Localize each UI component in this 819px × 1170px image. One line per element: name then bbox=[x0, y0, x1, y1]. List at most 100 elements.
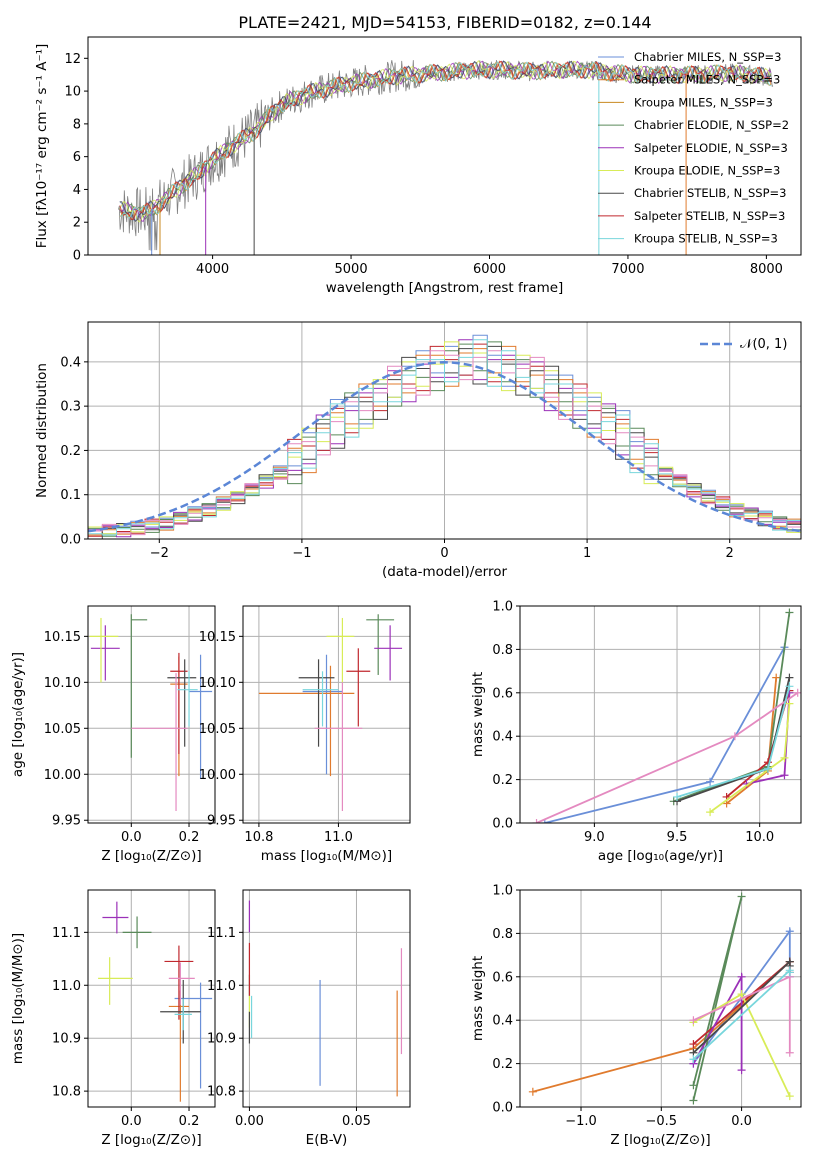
weight_vs_age-series-8-marker-0 bbox=[673, 792, 682, 801]
weight_vs_Z-xtick-label-2: 0.0 bbox=[731, 1114, 752, 1129]
mass_vs_Z-xtick-label-1: 0.2 bbox=[179, 1114, 200, 1129]
spectrum-legend-label-2: Kroupa MILES, N_SSP=3 bbox=[634, 95, 773, 109]
spectrum-legend-label-4: Salpeter ELODIE, N_SSP=3 bbox=[634, 141, 788, 155]
mass_vs_ebv-xtick-label-1: 0.05 bbox=[342, 1114, 371, 1129]
spectrum-ytick-label-1: 2 bbox=[73, 216, 81, 231]
mass_vs_Z-ytick-label-0: 10.8 bbox=[52, 1085, 81, 1100]
weight_vs_Z-plot-area bbox=[528, 892, 794, 1105]
residuals-ytick-label-0: 0.0 bbox=[60, 533, 81, 548]
weight_vs_age-series-7-marker-2 bbox=[793, 688, 801, 697]
weight_vs_Z-ytick-label-1: 0.2 bbox=[492, 1057, 513, 1072]
age_vs_Z-ylabel: age [log₁₀(age/yr)] bbox=[10, 652, 26, 777]
spectrum-plot-area bbox=[118, 59, 774, 255]
weight_vs_Z-xtick-label-0: −1.0 bbox=[565, 1114, 597, 1129]
weight_vs_Z-series-5-marker-2 bbox=[785, 1092, 794, 1101]
spectrum-legend-label-6: Chabrier STELIB, N_SSP=3 bbox=[634, 186, 786, 200]
weight_vs_age-series-8-marker-1 bbox=[763, 764, 772, 773]
weight_vs_Z-series-8-marker-2 bbox=[785, 968, 794, 977]
age_vs_mass-ytick-label-0: 9.95 bbox=[207, 814, 236, 829]
spectrum-ytick-label-0: 0 bbox=[73, 249, 81, 264]
age_vs_mass-xtick-label-1: 11.0 bbox=[324, 830, 353, 845]
residuals-normal-curve bbox=[88, 361, 801, 533]
residuals-xlabel: (data-model)/error bbox=[382, 564, 508, 580]
weight_vs_Z-series-2-marker-0 bbox=[689, 1096, 698, 1105]
residuals-histogram-7 bbox=[88, 350, 801, 536]
residuals-xtick-label-2: 0 bbox=[440, 546, 448, 561]
spectrum-legend-label-0: Chabrier MILES, N_SSP=3 bbox=[634, 50, 781, 64]
spectrum-xtick-label-2: 6000 bbox=[473, 262, 506, 277]
mass_vs_Z-xtick-label-0: 0.0 bbox=[121, 1114, 142, 1129]
weight_vs_Z-series-2-marker-2 bbox=[689, 1081, 698, 1090]
spectrum-series-line-5 bbox=[119, 60, 772, 223]
age_vs_Z-xtick-label-0: 0.0 bbox=[121, 830, 142, 845]
spectrum-legend-label-3: Chabrier ELODIE, N_SSP=2 bbox=[634, 118, 789, 132]
weight_vs_Z-ytick-label-3: 0.6 bbox=[492, 970, 513, 985]
weight_vs_age-series-1-marker-2 bbox=[772, 673, 781, 682]
age_vs_Z-ytick-label-2: 10.05 bbox=[44, 722, 81, 737]
weight_vs_age-plot-area bbox=[532, 608, 801, 823]
mass_vs_Z-plot-area bbox=[98, 901, 213, 1102]
weight_vs_age-ytick-label-1: 0.2 bbox=[492, 773, 513, 788]
weight_vs_age-series-5-marker-1 bbox=[780, 753, 789, 762]
weight_vs_Z-ylabel: mass weight bbox=[470, 956, 486, 1041]
residuals-plot-area bbox=[88, 334, 801, 539]
weight_vs_age-xtick-label-1: 9.5 bbox=[667, 830, 688, 845]
weight_vs_Z-xtick-label-1: −0.5 bbox=[646, 1114, 678, 1129]
weight_vs_age-series-7-marker-1 bbox=[730, 732, 739, 741]
spectrum-legend-label-8: Kroupa STELIB, N_SSP=3 bbox=[634, 232, 778, 246]
spectrum-ytick-label-6: 12 bbox=[64, 52, 81, 67]
mass_vs_ebv-ytick-label-0: 10.8 bbox=[207, 1085, 236, 1100]
spectrum-ytick-label-5: 10 bbox=[64, 85, 81, 100]
spectrum-xtick-label-0: 4000 bbox=[196, 262, 229, 277]
mass_vs_Z-frame bbox=[87, 889, 216, 1108]
residuals-legend-label: 𝒩(0, 1) bbox=[740, 337, 787, 352]
spectrum-legend-label-5: Kroupa ELODIE, N_SSP=3 bbox=[634, 164, 780, 178]
weight_vs_age-series-8-marker-2 bbox=[785, 682, 794, 691]
mass-vs-extinction-panel: 0.00 0.05 10.8 10.9 11.0 11.1 E(B-V) bbox=[207, 889, 411, 1148]
weight_vs_age-xlabel: age [log₁₀(age/yr)] bbox=[598, 848, 723, 864]
mass_vs_Z-xlabel: Z [log₁₀(Z/Z⊙)] bbox=[101, 1132, 201, 1148]
age-vs-mass-panel: 10.8 11.0 9.95 10.00 10.05 10.10 10.15 mass [lo… bbox=[199, 605, 411, 864]
weight_vs_Z-series-4-marker-2 bbox=[737, 1066, 746, 1075]
spectrum-series-line-7 bbox=[119, 60, 772, 220]
residuals-ytick-label-4: 0.4 bbox=[60, 355, 81, 370]
mass_vs_ebv-ytick-label-3: 11.1 bbox=[207, 926, 236, 941]
weight_vs_Z-series-5-marker-1 bbox=[737, 990, 746, 999]
age_vs_mass-ytick-label-2: 10.05 bbox=[199, 722, 236, 737]
mass_vs_ebv-xtick-label-0: 0.00 bbox=[235, 1114, 264, 1129]
figure-title: PLATE=2421, MJD=54153, FIBERID=0182, z=0… bbox=[238, 13, 651, 32]
mass_vs_Z-ytick-label-3: 11.1 bbox=[52, 926, 81, 941]
spectrum-frame bbox=[87, 36, 802, 256]
age_vs_mass-xlabel: mass [log₁₀(M/M⊙)] bbox=[261, 848, 392, 864]
weight_vs_Z-series-7-marker-2 bbox=[785, 1048, 794, 1057]
weight_vs_age-ytick-label-3: 0.6 bbox=[492, 686, 513, 701]
weight_vs_Z-series-1-marker-0 bbox=[528, 1087, 537, 1096]
mass_vs_ebv-plot-area bbox=[248, 900, 403, 1097]
weight_vs_age-xtick-label-0: 9.0 bbox=[584, 830, 605, 845]
spectrum-ylabel: Flux [fλ10⁻¹⁷ erg cm⁻² s⁻¹ A⁻¹] bbox=[34, 44, 50, 249]
weight-vs-age-panel: 9.0 9.5 10.0 0.0 0.2 0.4 0.6 0.8 1.0 age [log₁₀(a… bbox=[470, 600, 802, 864]
spectrum-series-line-8 bbox=[119, 60, 772, 219]
spectrum-xtick-label-3: 7000 bbox=[611, 262, 644, 277]
weight_vs_Z-ytick-label-4: 0.8 bbox=[492, 927, 513, 942]
weight-vs-metallicity-panel: −1.0 −0.5 0.0 0.0 0.2 0.4 0.6 0.8 1.0 Z [log₁₀(Z/… bbox=[470, 884, 802, 1148]
spectrum-legend-label-1: Salpeter MILES, N_SSP=3 bbox=[634, 73, 780, 87]
weight_vs_Z-ytick-label-5: 1.0 bbox=[492, 884, 513, 899]
weight_vs_Z-series-4-marker-1 bbox=[737, 972, 746, 981]
weight_vs_age-ytick-label-0: 0.0 bbox=[492, 817, 513, 832]
residuals-xtick-label-4: 2 bbox=[726, 546, 734, 561]
age_vs_mass-xtick-label-0: 10.8 bbox=[244, 830, 273, 845]
mass_vs_ebv-xlabel: E(B-V) bbox=[306, 1132, 348, 1148]
age_vs_Z-plot-area bbox=[89, 614, 213, 812]
weight_vs_age-series-5-marker-0 bbox=[706, 808, 715, 817]
spectrum-legend-label-7: Salpeter STELIB, N_SSP=3 bbox=[634, 209, 785, 223]
weight_vs_age-ytick-label-5: 1.0 bbox=[492, 600, 513, 615]
mass_vs_Z-ylabel: mass [log₁₀(M/M⊙)] bbox=[10, 933, 26, 1064]
weight_vs_age-ytick-label-2: 0.4 bbox=[492, 730, 513, 745]
age_vs_mass-ytick-label-3: 10.10 bbox=[199, 676, 236, 691]
weight_vs_age-series-6-marker-2 bbox=[785, 673, 794, 682]
mass_vs_Z-ytick-label-1: 10.9 bbox=[52, 1032, 81, 1047]
residuals-ytick-label-2: 0.2 bbox=[60, 444, 81, 459]
weight_vs_Z-series-0-marker-1 bbox=[785, 927, 794, 936]
